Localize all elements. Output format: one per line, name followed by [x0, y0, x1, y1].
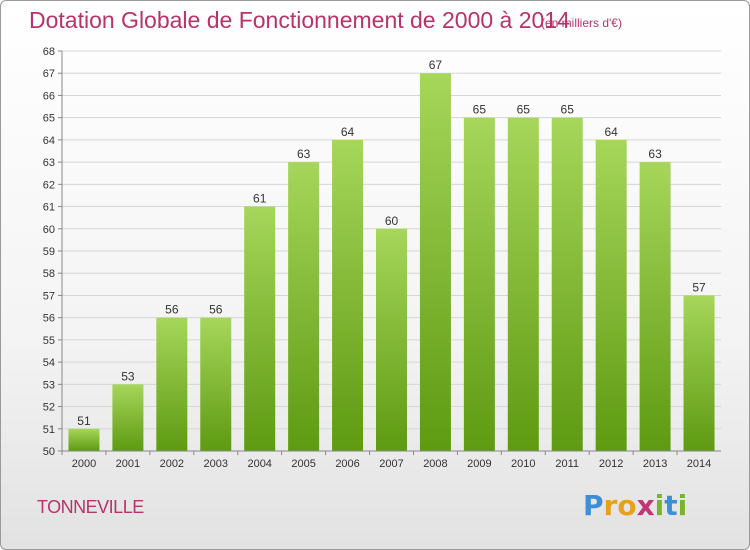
x-tick-label: 2002	[160, 458, 184, 470]
x-tick-label: 2008	[423, 458, 447, 470]
x-axis-ticks: 2000 2001 2002 2003 2004 2005 2006 2007 2008 2009…	[61, 451, 711, 470]
bar	[507, 117, 539, 452]
city-name: TONNEVILLE	[37, 497, 144, 517]
y-tick-label: 60	[43, 224, 55, 236]
x-tick-label: 2005	[291, 458, 315, 470]
bar	[463, 117, 495, 452]
y-tick-label: 61	[43, 202, 55, 214]
data-label: 51	[77, 414, 91, 428]
y-tick-label: 57	[43, 290, 55, 302]
x-tick-label: 2006	[335, 458, 359, 470]
data-label: 67	[429, 58, 443, 72]
bar	[595, 139, 627, 451]
y-tick-label: 56	[43, 313, 55, 325]
bar	[156, 317, 188, 451]
x-tick-label: 2001	[116, 458, 140, 470]
y-tick-label: 58	[43, 268, 55, 280]
y-tick-label: 63	[43, 157, 55, 169]
x-tick-label: 2004	[247, 458, 271, 470]
axes	[61, 51, 721, 452]
bar	[68, 428, 100, 451]
x-tick-label: 2010	[511, 458, 535, 470]
bar	[376, 228, 407, 451]
data-label: 65	[517, 103, 531, 117]
data-label: 60	[385, 214, 399, 228]
data-label: 53	[121, 369, 135, 383]
proxiti-logo[interactable]: Proxiti	[583, 489, 688, 522]
bar	[200, 317, 232, 451]
bar	[419, 73, 451, 451]
data-label: 56	[209, 303, 223, 317]
chart-title: Dotation Globale de Fonctionnement de 20…	[29, 7, 570, 33]
x-tick-label: 2011	[555, 458, 579, 470]
data-labels: 51 53 56 56 61 63 64 60 67 65 65 65 64 63 57	[77, 58, 706, 428]
data-label: 57	[692, 280, 706, 294]
x-tick-label: 2013	[643, 458, 667, 470]
bar	[332, 139, 364, 451]
y-tick-label: 55	[43, 335, 55, 347]
y-tick-label: 51	[43, 424, 55, 436]
bar	[288, 162, 320, 451]
y-tick-label: 67	[43, 68, 55, 80]
bar	[639, 162, 671, 451]
y-tick-label: 53	[43, 379, 55, 391]
chart-subtitle: (en milliers d'€)	[541, 16, 622, 30]
x-tick-label: 2009	[467, 458, 491, 470]
data-label: 63	[297, 147, 311, 161]
bars	[68, 73, 715, 452]
x-tick-label: 2012	[599, 458, 623, 470]
y-tick-label: 54	[43, 357, 55, 369]
bar	[551, 117, 583, 452]
data-label: 56	[165, 303, 179, 317]
y-tick-label: 66	[43, 90, 55, 102]
x-tick-label: 2000	[72, 458, 96, 470]
data-label: 64	[341, 125, 355, 139]
y-axis-ticks: 50 51 52 53 54 55 56 57 58 59 60 61 62 63 64 65 66 67 68	[43, 46, 62, 458]
y-tick-label: 62	[43, 179, 55, 191]
data-label: 61	[253, 192, 267, 206]
y-tick-label: 59	[43, 246, 55, 258]
bar	[683, 295, 715, 451]
bar	[244, 206, 276, 451]
x-tick-label: 2014	[687, 458, 711, 470]
y-tick-label: 65	[43, 113, 55, 125]
bar	[112, 384, 144, 451]
data-label: 63	[648, 147, 662, 161]
data-label: 65	[473, 103, 487, 117]
y-tick-label: 68	[43, 46, 55, 58]
y-tick-label: 64	[43, 135, 55, 147]
data-label: 65	[561, 103, 575, 117]
y-tick-label: 50	[43, 446, 55, 458]
x-tick-label: 2007	[379, 458, 403, 470]
y-tick-label: 52	[43, 402, 55, 414]
x-tick-label: 2003	[204, 458, 228, 470]
data-label: 64	[604, 125, 618, 139]
